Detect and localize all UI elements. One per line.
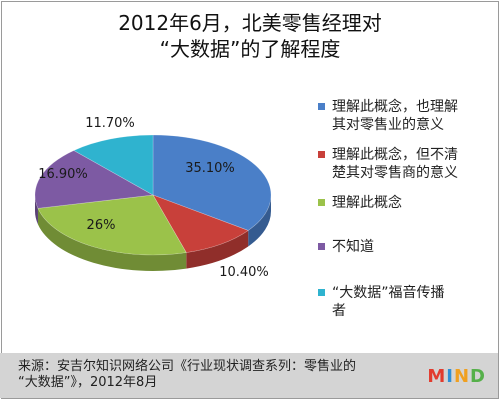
pie-slice-side xyxy=(186,230,249,269)
pie-slice-side xyxy=(248,195,271,247)
title-line-2: “大数据”的了解程度 xyxy=(159,37,341,61)
pie-data-label: 11.70% xyxy=(85,116,135,131)
source-line-1: 来源：安吉尔知识网络公司《行业现状调查系列：零售业的 xyxy=(18,359,357,374)
pie-slice-side xyxy=(35,195,38,225)
pie-slice xyxy=(73,134,154,196)
legend-item: 不知道 xyxy=(318,238,493,256)
pie-slice xyxy=(152,194,249,253)
chart-title: 2012年6月，北美零售经理对 “大数据”的了解程度 xyxy=(0,10,500,62)
legend-label: 楚其对零售商的意义 xyxy=(332,165,458,181)
source-line-2: “大数据”》，2012年8月 xyxy=(18,375,158,390)
pie-slice xyxy=(34,150,154,209)
legend-swatch xyxy=(318,151,325,158)
source-footer: 来源：安吉尔知识网络公司《行业现状调查系列：零售业的 “大数据”》，2012年8… xyxy=(0,353,498,398)
legend-label: “大数据”福音传播 xyxy=(332,285,445,301)
pie-slice xyxy=(152,134,272,231)
legend-item: 理解此概念，也理解 其对零售业的意义 xyxy=(318,98,493,134)
pie-data-label: 35.10% xyxy=(185,161,235,176)
logo-letter: I xyxy=(446,366,454,387)
title-line-1: 2012年6月，北美零售经理对 xyxy=(118,11,382,35)
pie-slice-side xyxy=(37,208,187,271)
pie-slice xyxy=(37,194,187,256)
pie-data-label: 16.90% xyxy=(38,167,88,182)
logo-letter: D xyxy=(470,366,486,387)
legend-label: 理解此概念，但不清 xyxy=(332,147,458,163)
legend-swatch xyxy=(318,289,325,296)
legend-swatch xyxy=(318,243,325,250)
legend: 理解此概念，也理解 其对零售业的意义 理解此概念，但不清 楚其对零售商的意义 理… xyxy=(318,98,493,332)
pie-data-label: 10.40% xyxy=(219,265,269,280)
legend-label: 理解此概念，也理解 xyxy=(332,99,458,115)
mind-logo: MIND xyxy=(427,366,486,387)
legend-swatch xyxy=(318,103,325,110)
legend-item: 理解此概念，但不清 楚其对零售商的意义 xyxy=(318,146,493,182)
legend-label: 其对零售业的意义 xyxy=(332,117,444,133)
legend-label: 者 xyxy=(332,303,346,319)
logo-letter: M xyxy=(427,366,447,387)
source-text: 来源：安吉尔知识网络公司《行业现状调查系列：零售业的 “大数据”》，2012年8… xyxy=(18,359,398,391)
legend-swatch xyxy=(318,199,325,206)
legend-item: 理解此概念 xyxy=(318,194,493,212)
legend-label: 不知道 xyxy=(332,239,374,255)
legend-label: 理解此概念 xyxy=(332,195,402,211)
legend-item: “大数据”福音传播 者 xyxy=(318,284,493,320)
logo-letter: N xyxy=(453,366,471,387)
pie-data-label: 26% xyxy=(87,218,116,233)
